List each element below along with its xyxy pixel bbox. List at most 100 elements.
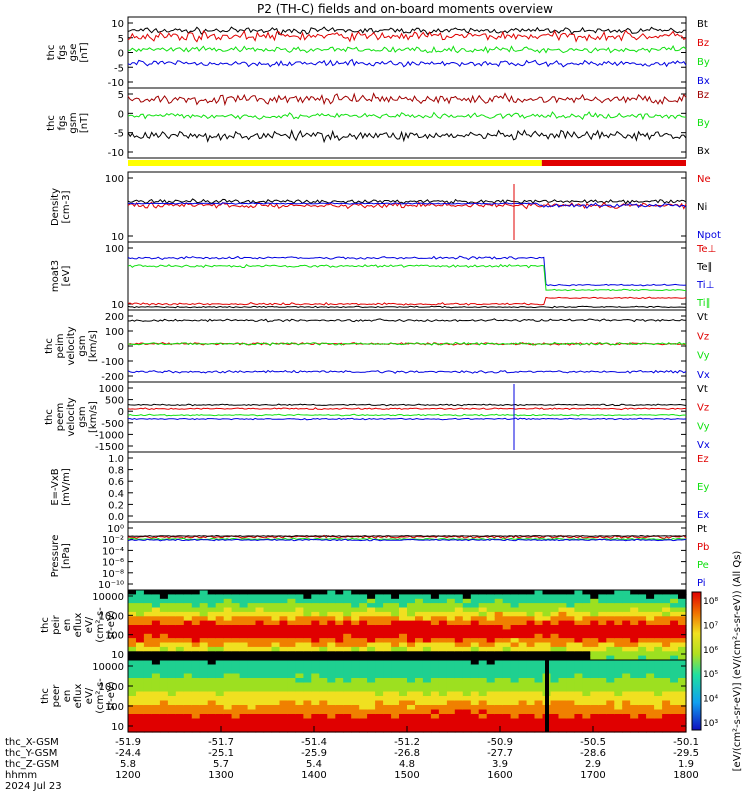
efield-ytick-2: 0.6 [108, 477, 124, 488]
fgs_gse-legend-1: Bz [697, 38, 709, 49]
fgs_gsm-legend-0: Bz [697, 90, 709, 101]
efield-ytick-5: 0.0 [108, 512, 124, 523]
efield-legend-0: Ez [697, 454, 709, 465]
peer_en_eflux-gap [545, 660, 549, 732]
colorbar-tick-5: 10³ [703, 719, 718, 729]
fgs_gsm-ytick-3: -10 [108, 148, 124, 159]
fgs_gsm-ylabel-1: fgs [57, 115, 68, 130]
mode_bar-segment-1 [541, 160, 686, 166]
fgs_gse-ytick-4: -10 [108, 78, 124, 89]
peir_en_eflux-ylabel-5: (cm²-s- [95, 607, 106, 643]
efield-ytick-4: 0.2 [108, 500, 124, 511]
peim_velocity-ylabel-4: [km/s] [88, 330, 99, 362]
xaxis-row-1-value-5: -28.6 [580, 748, 606, 759]
xaxis-row-3-value-0: 1200 [115, 770, 140, 781]
peir_en_eflux-ylabel-2: en [62, 619, 73, 632]
xaxis-row-0-value-3: -51.2 [394, 737, 420, 748]
pressure-legend-0: Pt [697, 524, 707, 535]
pressure-series-Pi [127, 538, 687, 542]
peem_velocity-series-Vt [127, 403, 687, 407]
colorbar-label: [eV/(cm²-s-sr-eV)] (eV/(cm²-s-sr-eV)) (A… [732, 551, 743, 772]
peer_en_eflux-ylabel-6: sr-eV) [106, 681, 117, 710]
temperature-series-Te⊥ [127, 296, 687, 306]
peim_velocity-legend-2: Vy [697, 351, 710, 362]
colorbar-tick-2: 10⁶ [703, 646, 718, 656]
density-series-Ni [127, 198, 687, 205]
xaxis-row-0-value-5: -50.5 [580, 737, 606, 748]
peem_velocity-ytick-2: 0 [118, 407, 124, 418]
colorbar [691, 591, 702, 731]
temperature-ytick-1: 10 [111, 300, 124, 311]
temperature-series-Ti⊥ [127, 255, 687, 287]
peem_velocity-ylabel-2: velocity [66, 397, 77, 436]
density-legend-1: Ni [697, 202, 707, 213]
xaxis-row-1-value-6: -29.5 [673, 748, 699, 759]
xaxis-row-2-value-6: 1.9 [678, 759, 694, 770]
density-ytick-0: 100 [105, 174, 124, 185]
peem_velocity-series-Vz [127, 407, 686, 411]
xaxis-row-3-value-5: 1700 [580, 770, 605, 781]
xaxis-row-2-value-1: 5.7 [213, 759, 229, 770]
colorbar-tick-4: 10⁴ [703, 695, 718, 705]
xaxis-row-2-value-0: 5.8 [120, 759, 136, 770]
xaxis-row-1-value-2: -25.9 [301, 748, 327, 759]
peem_velocity-ytick-3: -500 [101, 419, 124, 430]
peim_velocity-series-Vx [127, 369, 687, 374]
density-legend-2: Npot [697, 230, 721, 241]
pressure-series-Pb [127, 534, 687, 540]
peer_en_eflux-ylabel-5: (cm²-s- [95, 678, 106, 714]
xaxis-row-2-value-5: 2.9 [585, 759, 601, 770]
peir_en_eflux-ytick-1: 1000 [99, 611, 124, 622]
fgs_gse-ylabel-2: gse [68, 44, 79, 62]
temperature-ylabel-0: moat3 [50, 260, 61, 292]
pressure-ytick-2: 10⁻⁴ [102, 546, 124, 557]
mode_bar-segment-0 [128, 160, 542, 166]
pressure-ylabel-1: [nPa] [61, 543, 72, 569]
peer_en_eflux-ytick-0: 10000 [92, 662, 124, 673]
peem_velocity-frame [127, 381, 687, 453]
fgs_gsm-legend-1: By [697, 118, 710, 129]
fgs_gse-series-Bx [127, 58, 687, 68]
xaxis-row-0-value-4: -50.9 [487, 737, 513, 748]
xaxis-row-1-value-0: -24.4 [115, 748, 141, 759]
fgs_gse-legend-3: Bx [697, 76, 710, 87]
pressure-frame [127, 521, 687, 591]
peim_velocity-legend-1: Vz [697, 331, 709, 342]
peir_en_eflux-ytick-3: 10 [111, 650, 124, 661]
peir_en_eflux-ytick-0: 10000 [92, 592, 124, 603]
peem_velocity-ytick-1: 500 [105, 396, 124, 407]
peer_en_eflux-ytick-2: 100 [105, 702, 124, 713]
fgs_gse-ylabel-1: fgs [57, 45, 68, 60]
xaxis-row-2-value-4: 3.9 [492, 759, 508, 770]
peem_velocity-ytick-0: 1000 [99, 384, 124, 395]
fgs_gse-series-Bt [127, 26, 686, 35]
colorbar-tick-1: 10⁷ [703, 621, 718, 631]
fgs_gsm-series-Bz [127, 92, 687, 107]
temperature-ytick-0: 100 [105, 244, 124, 255]
fgs_gsm-ytick-1: 0 [118, 109, 124, 120]
fgs_gse-ytick-1: 5 [118, 34, 124, 45]
peem_velocity-ylabel-1: peem [55, 403, 66, 431]
efield-ylabel-0: E=-VxB [50, 468, 61, 505]
peer_en_eflux-ylabel-4: eV/ [84, 687, 95, 704]
pressure-ytick-4: 10⁻⁸ [102, 569, 124, 580]
xaxis-row-0-value-1: -51.7 [208, 737, 234, 748]
pressure-ytick-3: 10⁻⁶ [102, 558, 124, 569]
temperature-legend-2: Ti⊥ [696, 280, 714, 291]
peir_en_eflux-ylabel-0: thc [40, 617, 51, 633]
efield-legend-2: Ex [697, 510, 709, 521]
fgs_gsm-ylabel-3: [nT] [79, 113, 90, 133]
pressure-series-Pt [127, 534, 687, 538]
xaxis-row-2-value-2: 5.4 [306, 759, 322, 770]
efield-ytick-1: 0.8 [108, 466, 124, 477]
fgs_gse-ylabel-3: [nT] [79, 42, 90, 62]
fgs_gsm-frame [127, 87, 687, 159]
fgs_gse-ytick-0: 10 [111, 19, 124, 30]
pressure-ytick-5: 10⁻¹⁰ [98, 580, 124, 591]
peem_velocity-legend-0: Vt [697, 384, 708, 395]
fgs_gse-legend-2: By [697, 57, 710, 68]
peem_velocity-ytick-5: -1500 [95, 442, 124, 453]
pressure-legend-2: Pe [697, 560, 709, 571]
peem_velocity-legend-3: Vx [697, 440, 710, 451]
